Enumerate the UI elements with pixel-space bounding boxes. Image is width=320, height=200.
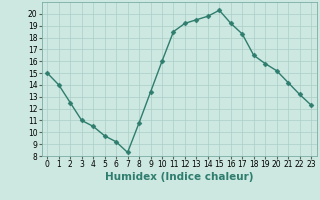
- X-axis label: Humidex (Indice chaleur): Humidex (Indice chaleur): [105, 172, 253, 182]
